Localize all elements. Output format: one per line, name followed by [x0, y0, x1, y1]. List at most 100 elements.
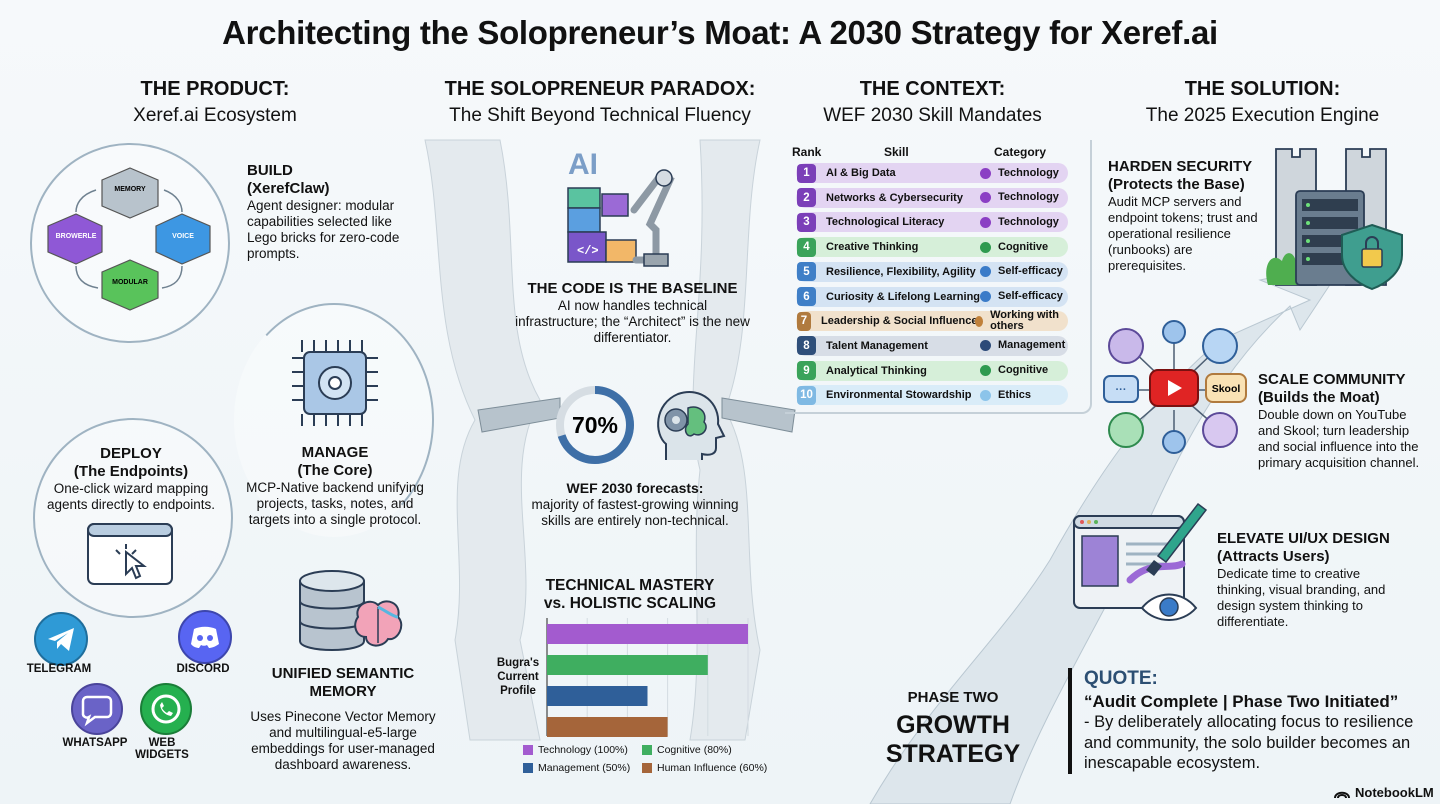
- page-title: Architecting the Solopreneur’s Moat: A 2…: [222, 14, 1218, 51]
- cube-label-voice: VOICE: [172, 233, 194, 240]
- security-block: HARDEN SECURITY (Protects the Base) Audi…: [1108, 158, 1268, 274]
- skill-category: Self-efficacy: [998, 265, 1063, 278]
- telegram-icon[interactable]: [34, 612, 88, 666]
- skill-name: Technological Literacy: [826, 216, 945, 229]
- skill-category: Working with others: [990, 309, 1059, 333]
- telegram-label: TELEGRAM: [26, 663, 92, 675]
- web-widgets-label-line1: WEB: [148, 737, 176, 749]
- security-text: Audit MCP servers and endpoint tokens; t…: [1108, 194, 1258, 273]
- design-brush-eye-icon: [1073, 502, 1208, 621]
- skill-category: Self-efficacy: [998, 290, 1063, 302]
- cube-label-memory: MEMORY: [114, 186, 146, 193]
- table-header-category: Category: [994, 145, 1047, 159]
- manage-arc: [234, 303, 434, 537]
- community-title: SCALE COMMUNITY: [1258, 371, 1406, 388]
- category-dot-icon: [975, 315, 984, 327]
- skill-category: Cognitive: [998, 240, 1049, 253]
- memory-subtitle: MEMORY: [309, 683, 377, 700]
- skool-label: Skool: [1212, 383, 1241, 395]
- chip-gear-icon: [292, 340, 378, 426]
- skill-name: Leadership & Social Influence: [821, 315, 978, 328]
- svg-text:</>: </>: [577, 244, 599, 258]
- skill-rank: 1: [797, 163, 816, 183]
- skill-rank: 8: [797, 336, 816, 356]
- stat-title: WEF 2030 forecasts:: [566, 480, 704, 496]
- skill-name: Analytical Thinking: [826, 364, 927, 377]
- notebooklm-logo-icon: [1334, 791, 1350, 798]
- skill-category: Cognitive: [998, 364, 1049, 377]
- skill-name: AI & Big Data: [826, 167, 896, 179]
- chart-bar: [547, 717, 668, 737]
- category-dot-icon: [980, 266, 991, 278]
- legend-label: Human Influence (60%): [657, 762, 768, 774]
- paradox-heading: THE SOLOPRENEUR PARADOX:: [444, 78, 756, 100]
- bridge-right: [721, 397, 796, 433]
- skill-row: 7 Leadership & Social Influence Working wi…: [796, 309, 1068, 333]
- skill-rank: 9: [797, 361, 816, 381]
- paradox-column-header: THE SOLOPRENEUR PARADOX: The Shift Beyon…: [420, 78, 780, 127]
- chart-title: TECHNICAL MASTERY vs. HOLISTIC SCALING: [543, 577, 717, 612]
- skill-rank: 6: [797, 287, 816, 306]
- footer-brand-text: NotebookLM: [1355, 785, 1434, 800]
- deploy-subtitle: (The Endpoints): [73, 463, 189, 480]
- build-block: BUILD (XerefClaw) Agent designer: modula…: [247, 162, 417, 262]
- category-dot-icon: [980, 365, 991, 377]
- skill-row: 3 Technological Literacy Technology: [796, 212, 1068, 233]
- cube-label-browser: BROWERLE: [56, 233, 97, 240]
- memory-block: UNIFIED SEMANTIC MEMORY Uses Pinecone Ve…: [248, 665, 438, 773]
- discord-icon[interactable]: [178, 610, 232, 664]
- category-dot-icon: [980, 192, 991, 204]
- chart-bar: [547, 624, 748, 644]
- context-subheading: WEF 2030 Skill Mandates: [823, 105, 1042, 126]
- whatsapp-icon[interactable]: [71, 683, 123, 735]
- phase-big2: STRATEGY: [885, 740, 1021, 768]
- community-network-icon: ··· Skool: [1103, 320, 1247, 454]
- paradox-subheading: The Shift Beyond Technical Fluency: [449, 105, 751, 126]
- community-text: Double down on YouTube and Skool; turn l…: [1258, 407, 1420, 470]
- skill-rank: 5: [797, 262, 816, 282]
- skill-name: Resilience, Flexibility, Agility: [826, 265, 976, 278]
- click-wizard-icon: [87, 523, 173, 585]
- deploy-block: DEPLOY (The Endpoints) One-click wizard …: [40, 445, 222, 513]
- skill-category: Management: [998, 339, 1066, 352]
- chart-legend-item: Human Influence (60%): [642, 762, 767, 774]
- solution-heading: THE SOLUTION:: [1184, 78, 1341, 100]
- baseline-title: THE CODE IS THE BASELINE: [527, 280, 738, 297]
- design-subtitle: (Attracts Users): [1217, 548, 1330, 565]
- chart-legend-item: Management (50%): [523, 762, 630, 774]
- category-dot-icon: [980, 167, 991, 179]
- chart-legend-item: Technology (100%): [523, 744, 628, 756]
- skill-rank: 2: [797, 188, 816, 208]
- product-column-header: THE PRODUCT: Xeref.ai Ecosystem: [75, 78, 355, 127]
- context-column-header: THE CONTEXT: WEF 2030 Skill Mandates: [790, 78, 1075, 127]
- castle-lock-icon: [1266, 148, 1403, 291]
- legend-swatch: [523, 745, 533, 755]
- footer-brand: NotebookLM: [1334, 785, 1434, 800]
- category-dot-icon: [980, 291, 991, 302]
- skill-row: 4 Creative Thinking Cognitive: [796, 237, 1068, 258]
- memory-text: Uses Pinecone Vector Memory and multilin…: [250, 709, 436, 772]
- skill-row: 9 Analytical Thinking Cognitive: [796, 360, 1068, 381]
- skill-name: Networks & Cybersecurity: [826, 191, 963, 204]
- skill-row: 10 Environmental Stowardship Ethics: [796, 385, 1068, 406]
- web-widgets-icon[interactable]: [140, 683, 192, 735]
- cube-label-modular: MODULAR: [112, 279, 148, 286]
- skills-table-panel: [785, 140, 1092, 414]
- community-block: SCALE COMMUNITY (Builds the Moat) Double…: [1258, 371, 1428, 471]
- memory-title: UNIFIED SEMANTIC: [271, 665, 415, 682]
- skill-name: Creative Thinking: [826, 241, 919, 254]
- legend-label: Technology (100%): [538, 744, 628, 756]
- discord-label: DISCORD: [176, 663, 230, 675]
- quote-label: QUOTE:: [1084, 668, 1158, 689]
- baseline-text: AI now handles technical infrastructure;…: [515, 298, 750, 345]
- stat-block: WEF 2030 forecasts: majority of fastest-…: [530, 479, 740, 529]
- chart-ylabel: Bugra's Current Profile: [496, 657, 540, 697]
- stat-text: majority of fastest-growing winning skil…: [531, 497, 739, 528]
- modular-cubes-icon: MEMORY BROWERLE VOICE MODULAR: [47, 167, 211, 311]
- baseline-block: THE CODE IS THE BASELINE AI now handles …: [515, 280, 750, 346]
- head-gear-brain-icon: [657, 391, 726, 460]
- quote-headline: “Audit Complete | Phase Two Initiated”: [1084, 692, 1399, 711]
- chart-bar: [547, 655, 708, 675]
- category-dot-icon: [980, 389, 991, 401]
- skill-category: Ethics: [998, 388, 1032, 401]
